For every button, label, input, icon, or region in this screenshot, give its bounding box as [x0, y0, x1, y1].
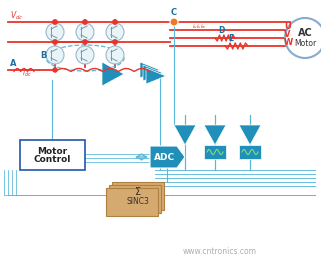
- Text: Motor: Motor: [294, 39, 316, 48]
- Circle shape: [46, 46, 64, 64]
- Circle shape: [113, 20, 117, 24]
- Text: $V_{dc}$: $V_{dc}$: [10, 10, 23, 22]
- FancyBboxPatch shape: [239, 145, 261, 159]
- Text: AC: AC: [298, 28, 312, 38]
- Circle shape: [76, 46, 94, 64]
- Circle shape: [83, 20, 87, 24]
- Text: V: V: [284, 30, 291, 39]
- Circle shape: [46, 23, 64, 41]
- Text: $i_u i_v i_w$: $i_u i_v i_w$: [192, 22, 207, 31]
- Polygon shape: [204, 125, 226, 145]
- Text: SINC3: SINC3: [126, 197, 150, 207]
- Circle shape: [53, 20, 57, 24]
- Text: www.cntronics.com: www.cntronics.com: [183, 248, 257, 256]
- Text: ADC: ADC: [154, 153, 175, 161]
- Circle shape: [76, 23, 94, 41]
- Polygon shape: [143, 65, 163, 81]
- Polygon shape: [102, 62, 124, 86]
- Polygon shape: [239, 125, 261, 145]
- Text: W: W: [284, 38, 293, 47]
- Polygon shape: [174, 125, 196, 145]
- Polygon shape: [150, 146, 185, 168]
- Circle shape: [170, 18, 178, 26]
- Circle shape: [113, 40, 117, 44]
- Polygon shape: [146, 68, 166, 84]
- Text: D: D: [218, 26, 224, 35]
- Polygon shape: [140, 62, 160, 78]
- FancyBboxPatch shape: [204, 145, 226, 159]
- FancyBboxPatch shape: [112, 182, 164, 210]
- Text: Motor: Motor: [38, 147, 67, 156]
- Text: Σ: Σ: [135, 187, 141, 197]
- FancyBboxPatch shape: [106, 188, 158, 216]
- Text: C: C: [171, 8, 177, 17]
- FancyBboxPatch shape: [20, 140, 85, 170]
- Circle shape: [53, 68, 57, 72]
- Text: U: U: [284, 22, 291, 31]
- Circle shape: [285, 18, 321, 58]
- Text: $I_{dc}$: $I_{dc}$: [22, 69, 32, 79]
- FancyBboxPatch shape: [109, 185, 161, 213]
- Circle shape: [106, 46, 124, 64]
- Circle shape: [106, 23, 124, 41]
- Text: A: A: [10, 59, 16, 68]
- Text: B: B: [40, 51, 46, 60]
- Text: E: E: [228, 34, 233, 43]
- Text: Control: Control: [34, 156, 71, 164]
- Circle shape: [83, 40, 87, 44]
- Circle shape: [53, 40, 57, 44]
